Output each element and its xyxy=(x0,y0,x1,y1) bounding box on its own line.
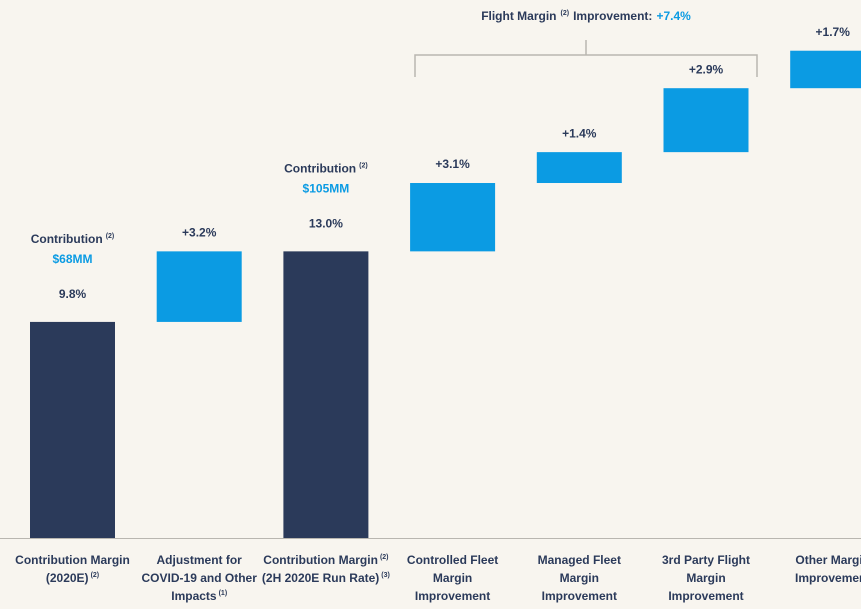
bar xyxy=(663,88,749,153)
x-tick-text: (2020E) xyxy=(46,571,89,585)
title-total: +7.4% xyxy=(656,9,691,23)
x-tick-text: Impacts xyxy=(171,589,217,603)
data-label: +1.7% xyxy=(816,25,851,39)
x-tick-label: Margin xyxy=(433,571,472,585)
x-tick-label: 3rd Party Flight xyxy=(662,553,750,567)
x-tick-label: (2H 2020E Run Rate) (3) xyxy=(262,571,390,585)
bar-note-amount: $105MM xyxy=(303,182,350,196)
x-tick-label: Adjustment for xyxy=(157,553,243,567)
bar-note-label: Contribution xyxy=(31,232,103,246)
x-tick-label: Controlled Fleet xyxy=(407,553,498,567)
bar-note: Contribution (2) xyxy=(284,162,368,176)
x-tick-label: Other Margin xyxy=(795,553,861,567)
x-tick-note: (3) xyxy=(381,572,390,579)
title-rest: Improvement: xyxy=(573,9,652,23)
bar xyxy=(410,183,496,252)
x-tick-text: (2H 2020E Run Rate) xyxy=(262,571,379,585)
data-label: +3.1% xyxy=(435,157,470,171)
x-tick-note: (2) xyxy=(380,554,389,561)
x-tick-label: Margin xyxy=(686,571,725,585)
data-label: 9.8% xyxy=(59,287,87,301)
data-label: +1.4% xyxy=(562,126,597,140)
x-tick-label: Managed Fleet xyxy=(538,553,621,567)
bar-note-amount: $68MM xyxy=(52,252,92,266)
bar-note-sup: (2) xyxy=(106,233,115,240)
bar xyxy=(283,251,369,538)
x-tick-note: (1) xyxy=(219,590,228,597)
title-text: Flight Margin xyxy=(481,9,556,23)
bar xyxy=(790,50,861,89)
bar xyxy=(30,321,115,538)
x-tick-label: Contribution Margin xyxy=(15,553,130,567)
x-tick-label: Improvement xyxy=(415,589,490,603)
bar-note-sup: (2) xyxy=(359,162,368,169)
data-label: +2.9% xyxy=(689,62,724,76)
x-tick-label: COVID-19 and Other xyxy=(142,571,258,585)
bracket xyxy=(414,40,758,77)
x-tick-label: Margin xyxy=(560,571,599,585)
x-tick-label: Impacts (1) xyxy=(171,589,227,603)
x-tick-text: Contribution Margin xyxy=(263,553,378,567)
x-tick-note: (2) xyxy=(91,572,100,579)
x-tick-label: Improvement xyxy=(795,571,861,585)
data-label: 13.0% xyxy=(309,217,343,231)
bar xyxy=(156,251,242,322)
bracket-title: Flight Margin (2) Improvement: +7.4% xyxy=(481,9,691,23)
x-tick-label: (2020E) (2) xyxy=(46,571,99,585)
x-tick-text: Contribution Margin xyxy=(15,553,130,567)
bar-note: Contribution (2) xyxy=(31,232,115,246)
data-label: +3.2% xyxy=(182,226,217,240)
x-tick-label: Improvement xyxy=(542,589,617,603)
bar-note-label: Contribution xyxy=(284,162,356,176)
x-tick-label: Contribution Margin (2) xyxy=(263,553,388,567)
x-tick-label: Improvement xyxy=(668,589,743,603)
bar xyxy=(536,152,622,184)
title-note: (2) xyxy=(561,10,570,17)
